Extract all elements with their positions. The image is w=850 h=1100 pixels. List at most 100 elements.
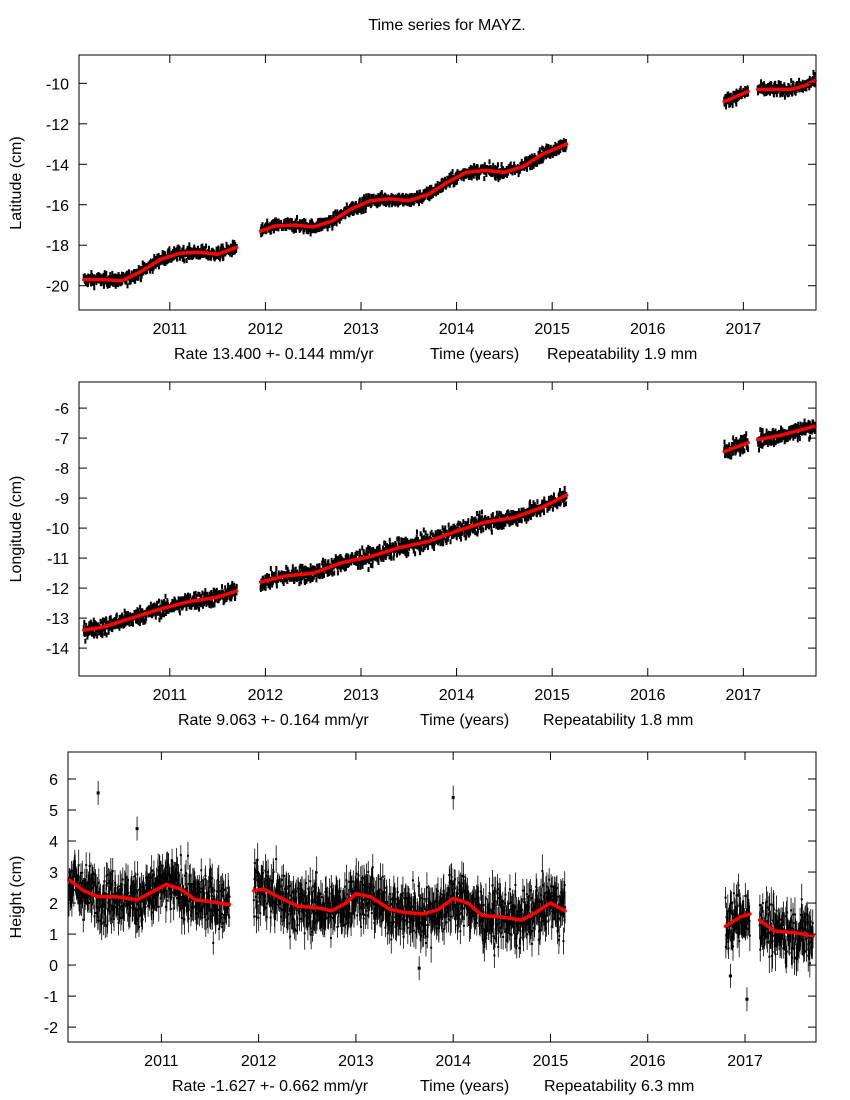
longitude-data-point bbox=[509, 517, 512, 523]
latitude-data-point bbox=[105, 271, 108, 277]
longitude-data-point bbox=[331, 571, 334, 577]
latitude-data-point bbox=[205, 243, 208, 249]
longitude-data-point bbox=[157, 610, 160, 616]
longitude-data-point bbox=[121, 612, 124, 618]
height-data-point bbox=[138, 890, 141, 893]
height-data-point bbox=[171, 859, 174, 862]
latitude-data-point bbox=[287, 218, 290, 224]
longitude-data-point bbox=[317, 565, 320, 571]
longitude-data-point bbox=[107, 629, 110, 635]
latitude-data-point bbox=[161, 250, 164, 256]
height-data-point bbox=[159, 873, 162, 876]
longitude-data-point bbox=[472, 517, 475, 523]
longitude-data-point bbox=[101, 629, 104, 635]
longitude-data-point bbox=[217, 598, 220, 604]
longitude-data-point bbox=[82, 625, 85, 631]
latitude-data-point bbox=[118, 274, 121, 280]
longitude-data-point bbox=[147, 612, 150, 618]
longitude-data-point bbox=[102, 620, 105, 626]
longitude-data-point bbox=[455, 535, 458, 541]
longitude-data-point bbox=[291, 564, 294, 570]
height-data-point bbox=[176, 894, 179, 897]
longitude-data-point bbox=[746, 438, 749, 444]
height-rate-label: Rate -1.627 +- 0.662 mm/yr bbox=[172, 1078, 369, 1095]
latitude-data-point bbox=[325, 223, 328, 229]
longitude-data-point bbox=[269, 566, 272, 572]
latitude-data-point bbox=[157, 253, 160, 259]
longitude-data-point bbox=[145, 615, 148, 621]
height-data-point bbox=[82, 918, 85, 921]
height-data-point bbox=[172, 891, 175, 894]
latitude-data-point bbox=[146, 269, 149, 275]
longitude-data-point bbox=[327, 569, 330, 575]
height-data-point bbox=[88, 864, 91, 867]
latitude-data-point bbox=[86, 281, 89, 287]
longitude-data-point bbox=[371, 563, 374, 569]
latitude-data-point bbox=[505, 166, 508, 172]
longitude-data-point bbox=[274, 570, 277, 576]
longitude-data-point bbox=[311, 565, 314, 571]
longitude-data-point bbox=[431, 532, 434, 538]
longitude-data-point bbox=[542, 510, 545, 516]
longitude-data-point bbox=[101, 617, 104, 623]
longitude-data-point bbox=[164, 602, 167, 608]
longitude-data-point bbox=[307, 567, 310, 573]
height-data-point bbox=[183, 899, 186, 902]
latitude-data-point bbox=[291, 218, 294, 224]
height-data-point bbox=[147, 904, 150, 907]
longitude-data-point bbox=[322, 563, 325, 569]
height-data-point bbox=[110, 882, 113, 885]
longitude-data-point bbox=[201, 603, 204, 609]
latitude-data-point bbox=[140, 273, 143, 279]
latitude-data-point bbox=[90, 270, 93, 276]
longitude-data-point bbox=[730, 454, 733, 460]
latitude-y-tick-label: -14 bbox=[46, 157, 69, 174]
longitude-data-point bbox=[504, 521, 507, 527]
longitude-data-point bbox=[479, 524, 482, 530]
height-data-point bbox=[178, 901, 181, 904]
latitude-data-point bbox=[182, 244, 185, 250]
latitude-data-point bbox=[408, 193, 411, 199]
latitude-data-point bbox=[801, 79, 804, 85]
latitude-y-tick-label: -20 bbox=[46, 279, 69, 296]
longitude-data-point bbox=[772, 430, 775, 436]
longitude-fit-curve-segment bbox=[722, 440, 750, 454]
height-data-point bbox=[162, 890, 165, 893]
longitude-data-point bbox=[761, 428, 764, 434]
latitude-data-point bbox=[724, 93, 727, 99]
longitude-data-point bbox=[773, 437, 776, 443]
longitude-data-point bbox=[382, 554, 385, 560]
longitude-data-point bbox=[194, 603, 197, 609]
longitude-data-point bbox=[115, 612, 118, 618]
latitude-data-point bbox=[272, 228, 275, 234]
longitude-data-point bbox=[549, 503, 552, 509]
longitude-data-point bbox=[459, 522, 462, 528]
longitude-data-point bbox=[781, 427, 784, 433]
longitude-data-point bbox=[397, 548, 400, 554]
longitude-data-point bbox=[289, 576, 292, 582]
longitude-data-point bbox=[93, 619, 96, 625]
latitude-data-point bbox=[494, 164, 497, 170]
longitude-data-point bbox=[268, 573, 271, 579]
height-data-point bbox=[121, 878, 124, 881]
longitude-data-point bbox=[465, 530, 468, 536]
latitude-data-point bbox=[787, 82, 790, 88]
longitude-data-point bbox=[313, 565, 316, 571]
longitude-data-point bbox=[811, 419, 814, 425]
latitude-data-point bbox=[729, 100, 732, 106]
latitude-data-point bbox=[87, 273, 90, 279]
latitude-data-point bbox=[781, 92, 784, 98]
latitude-data-point bbox=[431, 192, 434, 198]
longitude-data-point bbox=[333, 558, 336, 564]
longitude-data-point bbox=[370, 547, 373, 553]
longitude-data-point bbox=[536, 499, 539, 505]
latitude-data-point bbox=[436, 183, 439, 189]
longitude-data-point bbox=[108, 615, 111, 621]
latitude-data-point bbox=[261, 231, 264, 237]
longitude-data-point bbox=[547, 495, 550, 501]
longitude-data-point bbox=[389, 542, 392, 548]
latitude-data-point bbox=[795, 87, 798, 93]
longitude-x-tick-label: 2012 bbox=[248, 687, 284, 704]
latitude-data-point bbox=[114, 273, 117, 279]
height-data-point bbox=[137, 907, 140, 910]
